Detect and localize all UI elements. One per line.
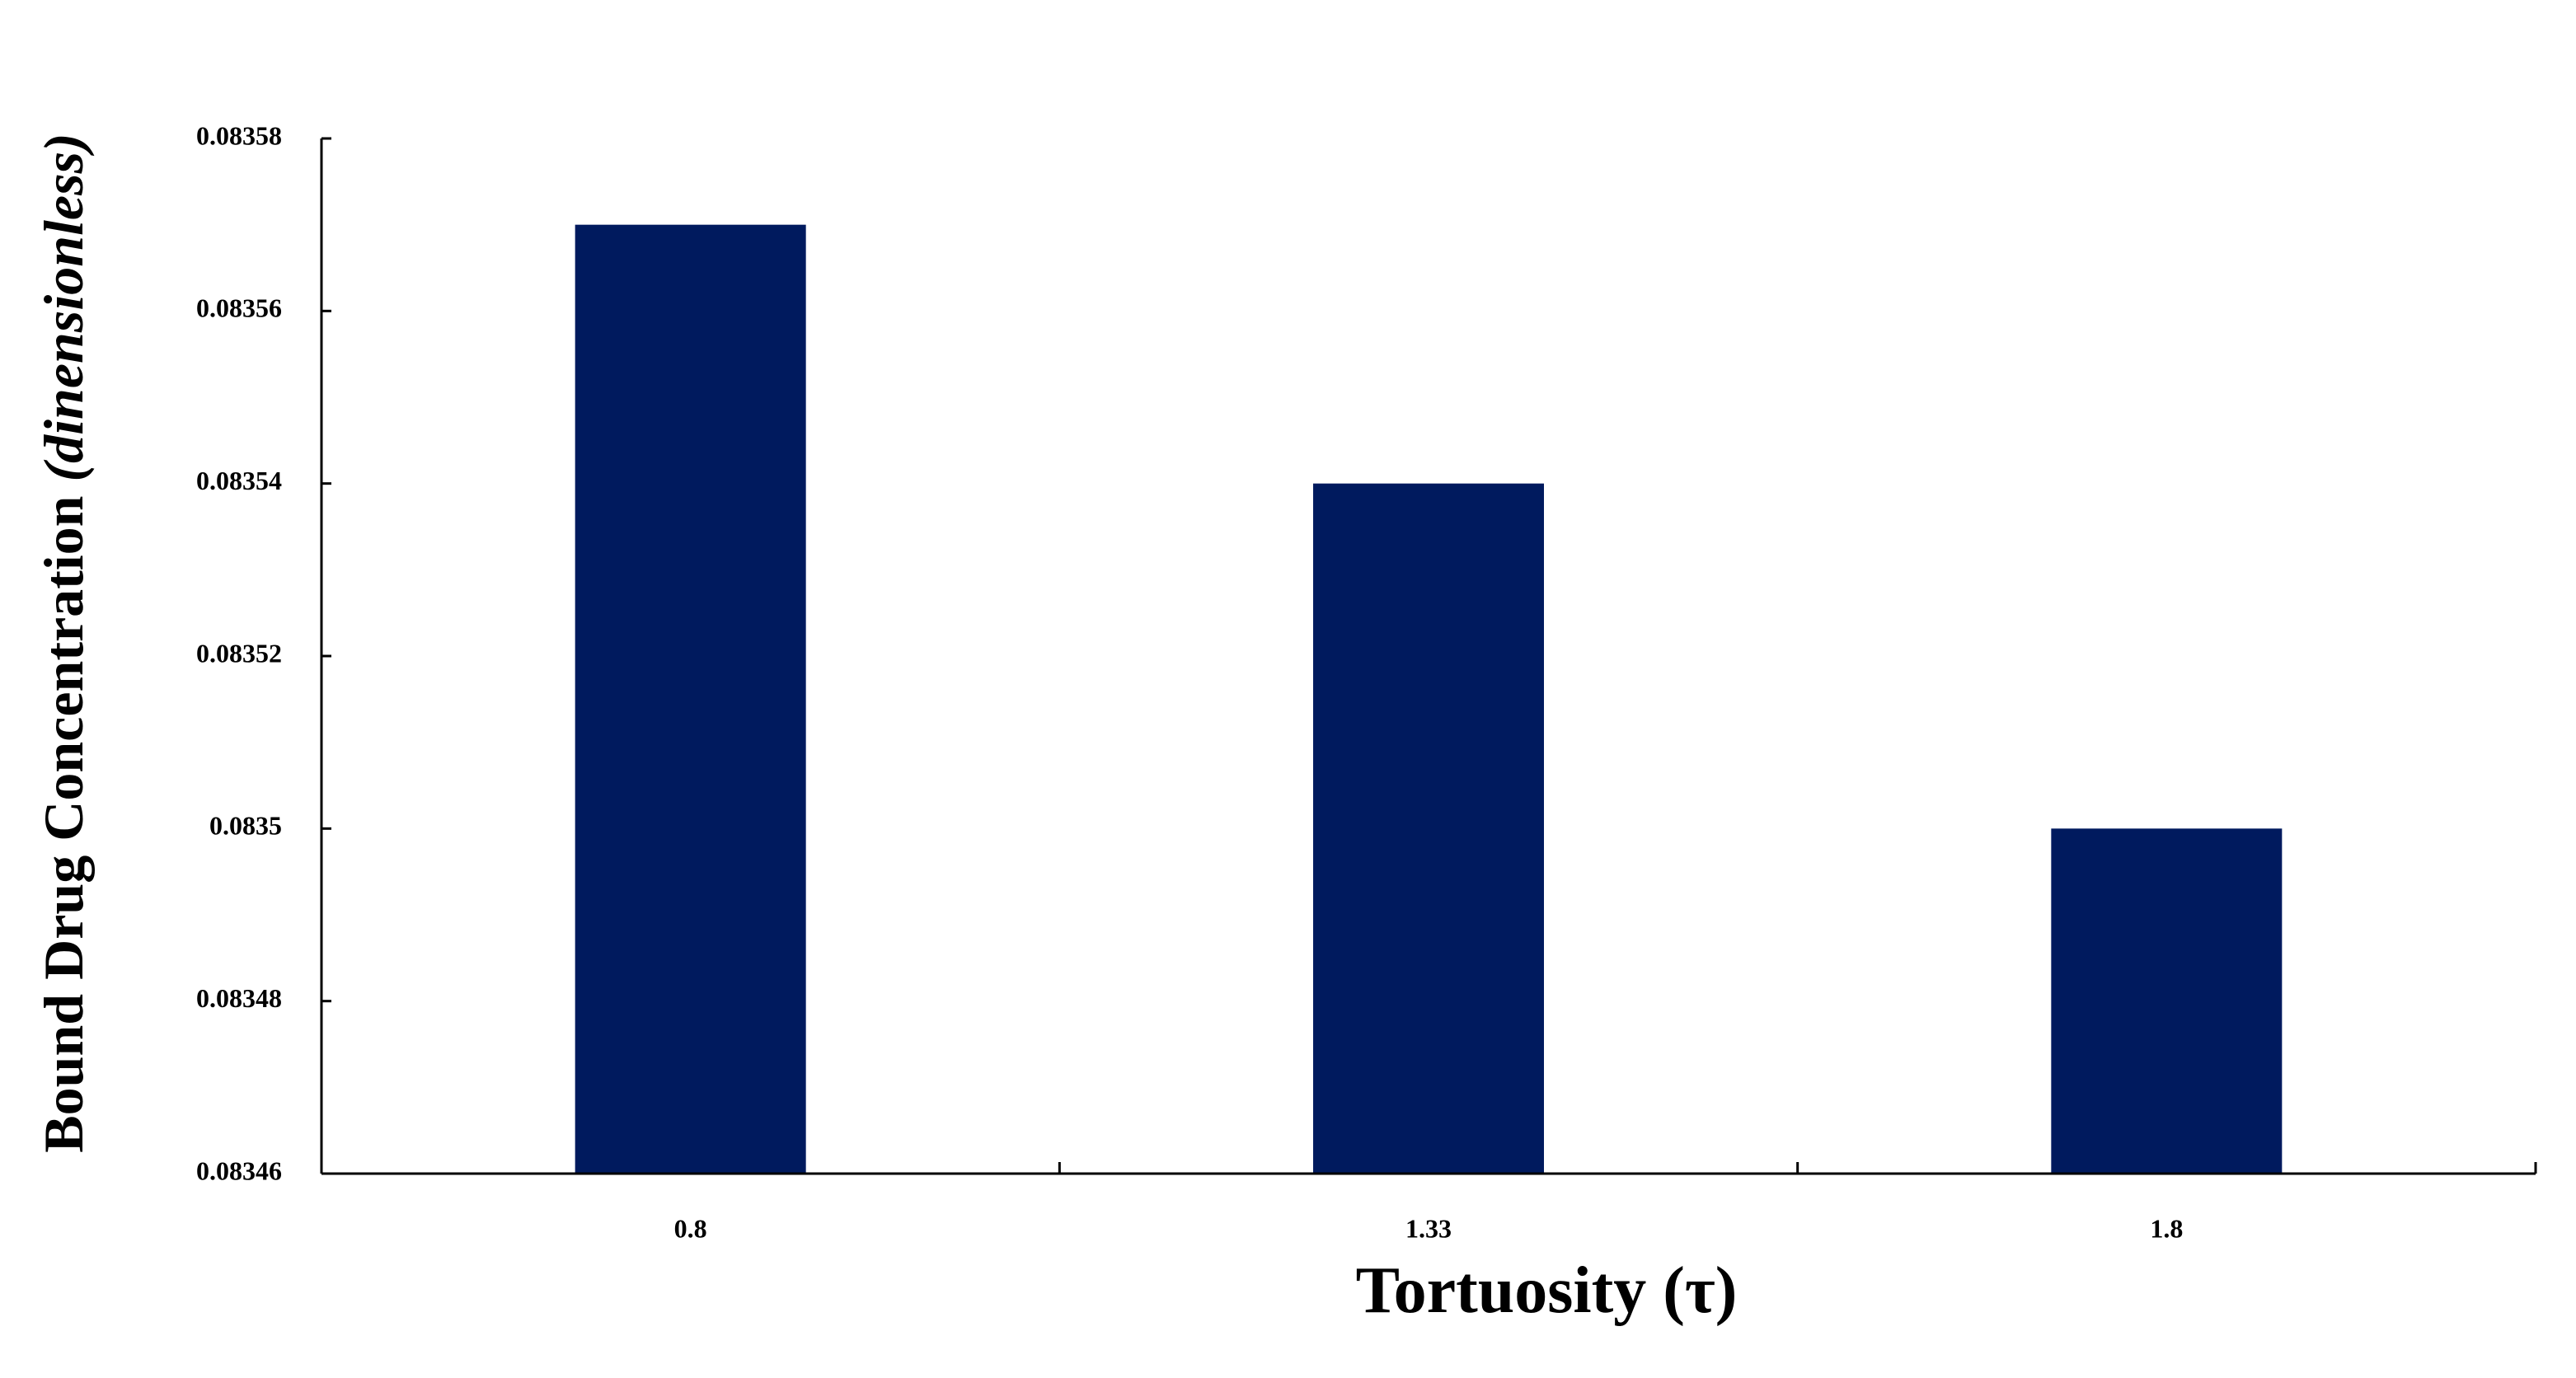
x-tick-label: 0.8 [674, 1213, 707, 1243]
y-tick-label: 0.08352 [196, 638, 282, 668]
y-axis-label-unit: (dinensionless) [32, 133, 95, 481]
y-tick-label: 0.08358 [196, 120, 282, 150]
bar [575, 224, 806, 1174]
x-tick-label: 1.8 [2150, 1213, 2183, 1243]
y-tick-label: 0.08354 [196, 466, 282, 495]
x-axis-label: Tortuosity (τ) [1356, 1254, 1738, 1327]
y-tick-label: 0.08356 [196, 293, 282, 323]
y-axis-label-text: Bound Drug Concentration [32, 495, 95, 1152]
y-tick-label: 0.08348 [196, 983, 282, 1013]
y-tick-label: 0.0835 [209, 811, 282, 841]
y-tick-label: 0.08346 [196, 1155, 282, 1185]
bar [2051, 828, 2283, 1174]
x-tick-label: 1.33 [1405, 1213, 1452, 1243]
y-axis-label: Bound Drug Concentration (dinensionless) [32, 133, 95, 1152]
bar [1313, 483, 1544, 1174]
